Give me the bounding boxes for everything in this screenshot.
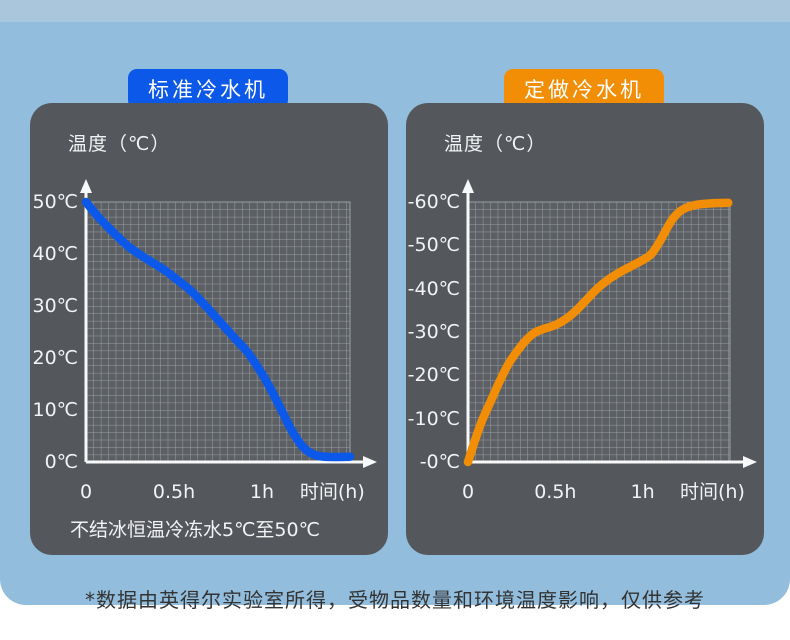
x-tick-label: 0 bbox=[79, 481, 93, 503]
x-axis-arrow-icon bbox=[363, 456, 377, 468]
standard-chiller-badge: 标准冷水机 bbox=[128, 69, 288, 109]
infographic-card: 标准冷水机 温度（℃） 不结冰恒温冷冻水5℃至50℃ 50℃ 40℃ 30℃ 20℃ 1… bbox=[0, 22, 790, 612]
section-divider-strip bbox=[0, 0, 790, 22]
x-axis-unit-label: 时间(h) bbox=[680, 481, 745, 503]
custom-chiller-panel: 温度（℃） -60℃ -50℃ -40℃ -30℃ -20℃ -10℃ -0℃ 0 0.5h 1h… bbox=[406, 103, 764, 555]
custom-chiller-badge: 定做冷水机 bbox=[504, 69, 664, 109]
y-tick-label: 50℃ bbox=[32, 191, 78, 213]
y-tick-label: 40℃ bbox=[32, 243, 78, 265]
x-axis-arrow-icon bbox=[743, 456, 757, 468]
y-tick-label: -20℃ bbox=[407, 364, 460, 387]
data-disclaimer-footnote: *数据由英得尔实验室所得，受物品数量和环境温度影响，仅供参考 bbox=[85, 588, 705, 612]
y-tick-label: 10℃ bbox=[32, 399, 78, 421]
y-axis-arrow-icon bbox=[80, 179, 92, 193]
temperature-curve-chart bbox=[462, 179, 757, 468]
x-tick-label: 0 bbox=[461, 481, 475, 503]
y-tick-label: 30℃ bbox=[32, 295, 78, 317]
freeze-range-note: 不结冰恒温冷冻水5℃至50℃ bbox=[70, 519, 320, 541]
x-tick-label: 1h bbox=[630, 481, 655, 503]
y-tick-label: -10℃ bbox=[407, 407, 460, 430]
grid bbox=[467, 201, 731, 463]
y-axis-title: 温度（℃） bbox=[444, 133, 547, 155]
standard-chiller-panel: 温度（℃） 不结冰恒温冷冻水5℃至50℃ 50℃ 40℃ 30℃ 20℃ 10℃ 0℃ 0 0… bbox=[30, 103, 388, 555]
y-tick-label: 20℃ bbox=[32, 347, 78, 369]
x-tick-label: 1h bbox=[249, 481, 275, 503]
y-tick-label: 0℃ bbox=[44, 451, 78, 473]
temperature-curve bbox=[81, 197, 355, 462]
y-tick-label: -50℃ bbox=[407, 234, 460, 257]
standard-chiller-chart-group: 标准冷水机 温度（℃） 不结冰恒温冷冻水5℃至50℃ 50℃ 40℃ 30℃ 20℃ 1… bbox=[30, 69, 388, 555]
custom-chiller-chart-group: 定做冷水机 温度（℃） -60℃ -50℃ -40℃ -30℃ -20℃ -10℃ -0℃ 0… bbox=[406, 69, 764, 555]
y-tick-label: -60℃ bbox=[407, 191, 460, 213]
temperature-curve bbox=[463, 198, 733, 467]
y-tick-label: -30℃ bbox=[407, 321, 460, 343]
y-tick-label: -40℃ bbox=[407, 277, 460, 300]
y-tick-label: -0℃ bbox=[419, 451, 460, 473]
y-axis-title: 温度（℃） bbox=[68, 133, 171, 155]
x-tick-label: 0.5h bbox=[152, 481, 196, 503]
x-axis-unit-label: 时间(h) bbox=[299, 481, 365, 503]
y-axis-arrow-icon bbox=[462, 179, 474, 193]
x-tick-label: 0.5h bbox=[534, 481, 577, 503]
temperature-curve-chart bbox=[80, 179, 377, 468]
